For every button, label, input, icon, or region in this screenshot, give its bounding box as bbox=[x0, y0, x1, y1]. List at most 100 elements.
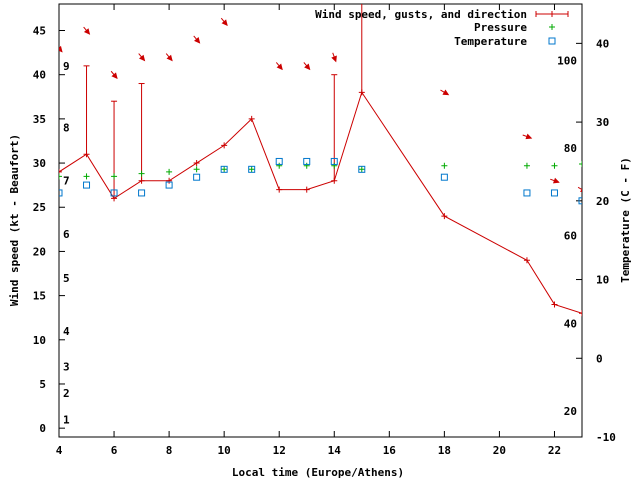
axes-layer: 4 6 8 10 12 14 16 18 20 22051015202530354045-1001… bbox=[33, 3, 616, 457]
y-left-tick-label: 10 bbox=[33, 334, 46, 347]
x-axis-label: Local time (Europe/Athens) bbox=[232, 466, 404, 479]
wind-speed-point bbox=[221, 142, 228, 149]
beaufort-label: 3 bbox=[63, 360, 70, 373]
temperature-point bbox=[578, 197, 582, 205]
wind-speed-point bbox=[441, 213, 448, 220]
temperature-point bbox=[358, 165, 366, 173]
wind-speed-point bbox=[276, 186, 283, 193]
temperature-point bbox=[303, 157, 311, 165]
y-left-tick-label: 45 bbox=[33, 25, 46, 38]
fahrenheit-label: 20 bbox=[564, 405, 577, 418]
legend-samples bbox=[535, 11, 569, 45]
legend-sample-temperature bbox=[548, 37, 556, 45]
pressure-point bbox=[193, 166, 200, 173]
x-tick-label: 4 bbox=[56, 444, 63, 457]
y-right-tick-label: 10 bbox=[596, 274, 609, 287]
wind-speed-line bbox=[59, 91, 582, 314]
temperature-point bbox=[138, 189, 146, 197]
y-left-tick-label: 25 bbox=[33, 201, 46, 214]
fahrenheit-label: 40 bbox=[564, 318, 577, 331]
pressure-point bbox=[59, 173, 62, 180]
wind-speed-point bbox=[331, 177, 338, 184]
x-tick-label: 14 bbox=[328, 444, 342, 457]
y-left-tick-label: 15 bbox=[33, 290, 46, 303]
pressure-point bbox=[276, 162, 283, 169]
pressure-point bbox=[579, 160, 582, 167]
temperature-point bbox=[440, 173, 448, 181]
wind-direction-arrowhead bbox=[552, 177, 560, 184]
pressure-point bbox=[358, 166, 365, 173]
wind-direction-arrowhead bbox=[221, 19, 228, 27]
legend-label-wind: Wind speed, gusts, and direction bbox=[315, 8, 527, 21]
plot-frame bbox=[58, 3, 583, 438]
right-y-axis-label: Temperature (C - F) bbox=[619, 157, 632, 283]
pressure-point bbox=[111, 173, 118, 180]
legend-sample-wind-point bbox=[549, 11, 555, 17]
pressure-point bbox=[331, 162, 338, 169]
wind-direction-arrowhead bbox=[166, 54, 173, 62]
y-right-tick-label: 30 bbox=[596, 116, 609, 129]
wind-speed-point bbox=[303, 186, 310, 193]
fahrenheit-label: 100 bbox=[557, 55, 577, 68]
beaufort-label: 1 bbox=[63, 413, 70, 426]
pressure-point bbox=[248, 166, 255, 173]
y-left-tick-label: 0 bbox=[39, 422, 46, 435]
pressure-point bbox=[83, 173, 90, 180]
x-tick-label: 12 bbox=[273, 444, 286, 457]
pressure-point bbox=[551, 162, 558, 169]
y-left-tick-label: 35 bbox=[33, 113, 46, 126]
beaufort-label: 8 bbox=[63, 122, 70, 135]
wind-direction-arrowhead bbox=[580, 188, 582, 193]
beaufort-label: 7 bbox=[63, 175, 70, 188]
beaufort-label: 4 bbox=[63, 325, 70, 338]
wind-speed-point bbox=[83, 151, 90, 158]
temperature-point bbox=[275, 157, 283, 165]
beaufort-label: 2 bbox=[63, 387, 70, 400]
y-left-tick-label: 20 bbox=[33, 245, 46, 258]
wind-speed-point bbox=[193, 160, 200, 167]
wind-speed-point bbox=[59, 168, 62, 175]
x-tick-label: 18 bbox=[438, 444, 451, 457]
pressure-point bbox=[138, 170, 145, 177]
data-layer bbox=[59, 4, 582, 317]
beaufort-label: 5 bbox=[63, 272, 70, 285]
temperature-point bbox=[59, 189, 63, 197]
wind-direction-arrowhead bbox=[111, 72, 118, 80]
wind-direction-arrowhead bbox=[138, 54, 146, 62]
wind-speed-point bbox=[551, 301, 558, 308]
temperature-point bbox=[165, 181, 173, 189]
x-tick-label: 8 bbox=[166, 444, 173, 457]
x-tick-label: 16 bbox=[383, 444, 397, 457]
temperature-point bbox=[193, 173, 201, 181]
wind-speed-point bbox=[523, 257, 530, 264]
fahrenheit-label: 60 bbox=[564, 229, 577, 242]
wind-direction-arrowhead bbox=[304, 63, 311, 71]
wind-speed-point bbox=[579, 310, 582, 317]
fahrenheit-label: 80 bbox=[564, 142, 577, 155]
wind-direction-arrowhead bbox=[525, 133, 533, 140]
wind-direction-arrowhead bbox=[194, 37, 201, 44]
legend: Wind speed, gusts, and direction Pressur… bbox=[315, 8, 569, 48]
wind-speed-point bbox=[138, 177, 145, 184]
wind-direction-arrowhead bbox=[83, 28, 91, 35]
x-tick-label: 22 bbox=[548, 444, 561, 457]
legend-label-pressure: Pressure bbox=[474, 21, 527, 34]
y-left-tick-label: 5 bbox=[39, 378, 46, 391]
temperature-point bbox=[523, 189, 531, 197]
pressure-point bbox=[221, 166, 228, 173]
wind-speed-point bbox=[248, 115, 255, 122]
pressure-point bbox=[303, 162, 310, 169]
temperature-point bbox=[248, 165, 256, 173]
pressure-point bbox=[523, 162, 530, 169]
wind-direction-arrowhead bbox=[276, 63, 283, 71]
temperature-point bbox=[330, 157, 338, 165]
left-y-axis-label: Wind speed (kt - Beaufort) bbox=[8, 134, 21, 306]
x-tick-label: 20 bbox=[493, 444, 506, 457]
y-left-tick-label: 40 bbox=[33, 69, 46, 82]
wind-direction-arrowhead bbox=[331, 55, 337, 63]
y-right-tick-label: 40 bbox=[596, 37, 609, 50]
beaufort-label: 9 bbox=[63, 60, 70, 73]
wind-direction-arrowhead bbox=[59, 45, 63, 53]
